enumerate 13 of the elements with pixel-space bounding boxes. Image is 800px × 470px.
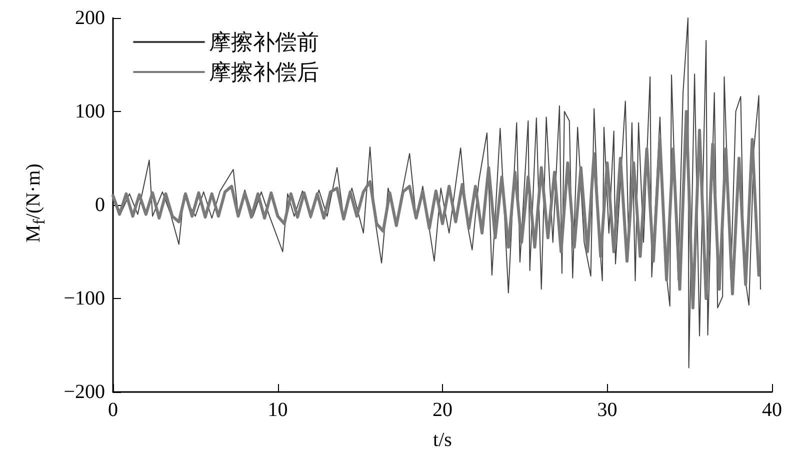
y-tick-label: −100 [64, 288, 105, 310]
y-tick-label: 200 [75, 7, 105, 29]
x-tick-label: 30 [597, 399, 618, 421]
y-tick-label: −200 [64, 381, 105, 403]
legend-label: 摩擦补偿后 [209, 60, 319, 84]
x-axis-title: t/s [433, 429, 452, 451]
line-series [112, 110, 760, 310]
y-tick-label: 100 [75, 100, 105, 122]
x-tick-label: 10 [268, 399, 288, 421]
x-tick-label: 20 [432, 399, 452, 421]
x-tick-label: 40 [762, 399, 782, 421]
y-tick-label: 0 [95, 194, 105, 216]
legend-label: 摩擦补偿前 [209, 30, 319, 54]
